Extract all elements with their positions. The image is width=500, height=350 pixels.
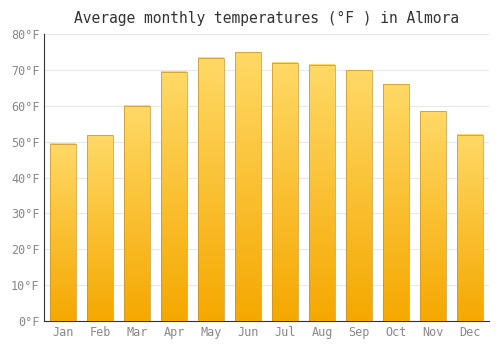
Bar bbox=[310, 65, 335, 321]
Bar bbox=[198, 57, 224, 321]
Bar bbox=[235, 52, 261, 321]
Bar bbox=[346, 70, 372, 321]
Bar bbox=[420, 111, 446, 321]
Title: Average monthly temperatures (°F ) in Almora: Average monthly temperatures (°F ) in Al… bbox=[74, 11, 459, 26]
Bar bbox=[458, 135, 483, 321]
Bar bbox=[87, 135, 113, 321]
Bar bbox=[50, 144, 76, 321]
Bar bbox=[384, 84, 409, 321]
Bar bbox=[161, 72, 187, 321]
Bar bbox=[124, 106, 150, 321]
Bar bbox=[272, 63, 298, 321]
